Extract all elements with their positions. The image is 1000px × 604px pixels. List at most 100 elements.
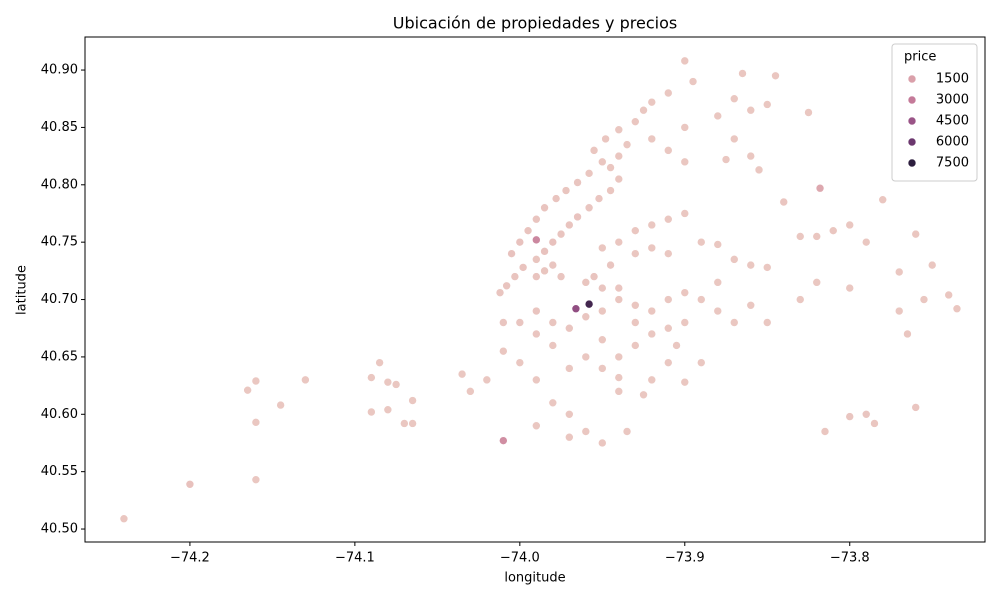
point	[565, 409, 574, 419]
point	[630, 117, 640, 126]
point	[301, 375, 310, 385]
point	[532, 375, 541, 385]
point	[746, 151, 756, 161]
point	[581, 278, 591, 287]
point	[499, 346, 508, 356]
point	[540, 203, 549, 213]
point	[499, 318, 508, 327]
point	[589, 272, 599, 281]
point	[601, 134, 610, 144]
point	[696, 295, 706, 304]
point	[532, 235, 541, 245]
point	[696, 358, 706, 367]
point	[663, 358, 673, 367]
point	[367, 373, 376, 382]
point	[598, 438, 607, 448]
point	[680, 56, 690, 66]
plot-frame	[84, 36, 986, 543]
point	[594, 194, 604, 203]
point	[680, 123, 690, 132]
point	[639, 105, 648, 115]
point	[614, 174, 624, 184]
point	[565, 323, 574, 333]
point	[551, 194, 561, 203]
point	[713, 278, 723, 287]
point	[251, 475, 261, 484]
x-tick-label: −74.2	[170, 551, 210, 566]
point	[861, 237, 871, 247]
point	[532, 255, 541, 264]
x-tick-label: −74.0	[500, 551, 540, 566]
point	[729, 94, 739, 104]
point	[598, 364, 607, 373]
legend-label: 3000	[936, 93, 969, 108]
point	[647, 329, 657, 339]
point	[630, 300, 640, 310]
x-tick-label: −73.8	[830, 551, 870, 566]
y-tick-label: 40.70	[41, 292, 78, 307]
point	[795, 295, 805, 304]
point	[185, 479, 195, 489]
legend-label: 1500	[936, 72, 969, 87]
point	[540, 247, 549, 256]
point	[680, 377, 690, 387]
point	[532, 214, 541, 224]
point	[548, 398, 558, 408]
point	[672, 341, 681, 350]
point	[738, 69, 747, 78]
point	[647, 243, 657, 253]
point	[598, 283, 607, 293]
point	[663, 88, 673, 98]
point	[630, 249, 640, 258]
point	[457, 369, 467, 379]
point	[383, 405, 393, 414]
legend-label: 6000	[936, 135, 969, 150]
point	[614, 352, 624, 362]
point	[565, 220, 574, 230]
y-tick-label: 40.65	[41, 349, 78, 364]
point	[243, 385, 252, 395]
point	[276, 400, 285, 410]
point	[614, 373, 624, 382]
point	[589, 146, 599, 155]
point	[771, 71, 780, 81]
point	[119, 514, 129, 524]
point	[762, 100, 772, 109]
point	[614, 237, 624, 247]
point	[828, 226, 838, 235]
legend-marker	[907, 116, 917, 126]
point	[630, 341, 640, 350]
point	[581, 352, 591, 362]
point	[367, 407, 376, 417]
point	[754, 165, 764, 175]
point	[375, 358, 384, 367]
point	[532, 306, 541, 316]
point	[581, 312, 591, 322]
point	[614, 283, 624, 293]
point	[532, 421, 541, 431]
point	[680, 318, 690, 327]
legend-marker	[907, 74, 917, 84]
point	[746, 300, 756, 310]
point	[540, 266, 549, 276]
point	[688, 77, 698, 86]
point	[548, 237, 558, 247]
point	[391, 380, 401, 389]
point	[795, 232, 805, 241]
point	[584, 203, 594, 213]
point	[894, 267, 904, 277]
point	[495, 288, 505, 297]
point	[630, 226, 640, 235]
point	[762, 318, 772, 327]
point	[573, 212, 582, 222]
point	[251, 376, 261, 386]
point	[944, 290, 954, 300]
y-tick-label: 40.55	[41, 464, 78, 479]
point	[614, 125, 624, 135]
point	[861, 409, 871, 419]
point	[713, 240, 723, 249]
point	[762, 263, 772, 272]
point	[507, 249, 516, 258]
point	[729, 134, 739, 144]
